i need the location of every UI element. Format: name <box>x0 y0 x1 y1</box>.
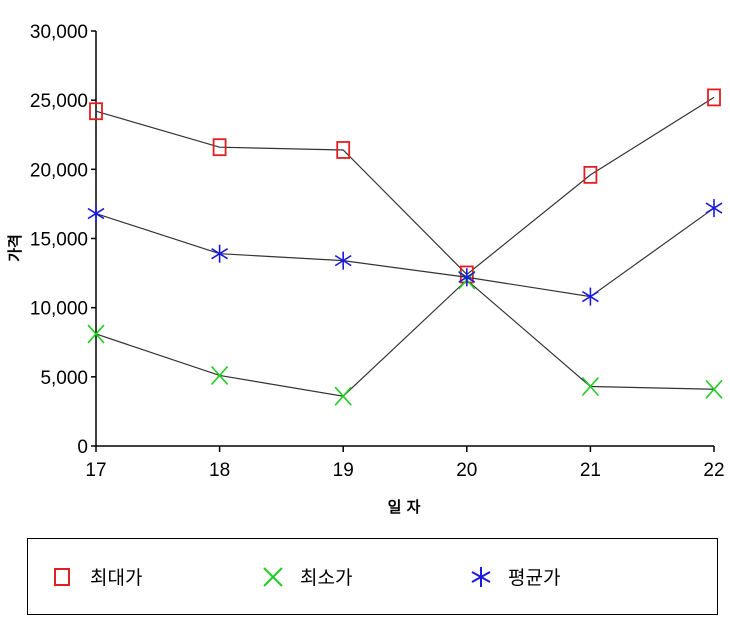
x-point <box>705 379 723 399</box>
asterisk-point <box>458 268 476 287</box>
x-tick-label: 20 <box>456 460 477 481</box>
x-tick-label: 22 <box>703 460 724 481</box>
series-2 <box>87 199 723 306</box>
series-line <box>95 279 715 397</box>
y-tick-label: 5,000 <box>40 368 88 389</box>
legend-label-min: 최소가 <box>300 567 353 589</box>
square-point <box>583 165 598 184</box>
series-1 <box>87 270 723 406</box>
square-point <box>212 138 227 157</box>
y-tick-label: 0 <box>77 437 88 458</box>
x-tick-label: 19 <box>333 460 354 481</box>
asterisk-marker-icon <box>471 566 491 587</box>
x-point <box>581 376 599 397</box>
x-point <box>334 386 352 406</box>
legend: 최대가 최소가 평균가 <box>27 538 718 615</box>
legend-item-min: 최소가 <box>260 539 352 614</box>
x-point <box>211 365 229 385</box>
series-line <box>95 207 715 298</box>
x-tick-label: 21 <box>580 460 601 481</box>
y-axis-title: 가격 <box>6 234 24 262</box>
y-axis: 0 5,000 10,000 15,000 20,000 25,000 30,000 <box>30 22 97 458</box>
series-0 <box>89 88 721 284</box>
legend-item-avg: 평균가 <box>468 539 560 614</box>
x-point <box>87 324 105 344</box>
square-point <box>707 88 721 107</box>
y-tick-label: 30,000 <box>30 22 88 43</box>
y-tick-label: 25,000 <box>30 91 88 112</box>
asterisk-point <box>581 287 599 306</box>
asterisk-point <box>334 251 352 270</box>
asterisk-point <box>211 244 229 263</box>
series-line <box>95 96 715 276</box>
y-tick-label: 15,000 <box>30 230 88 251</box>
legend-item-max: 최대가 <box>50 539 142 614</box>
x-marker-icon <box>263 566 283 587</box>
series-layer <box>87 88 723 406</box>
asterisk-point <box>705 199 723 218</box>
y-tick-label: 10,000 <box>30 299 88 320</box>
x-tick-label: 17 <box>85 460 106 481</box>
square-point <box>89 102 103 121</box>
x-axis: 17 18 19 20 21 22 <box>85 445 725 481</box>
asterisk-point <box>87 204 105 223</box>
legend-label-avg: 평균가 <box>508 567 561 589</box>
x-tick-label: 18 <box>209 460 230 481</box>
square-point <box>336 141 351 159</box>
legend-label-max: 최대가 <box>90 567 143 589</box>
y-tick-label: 20,000 <box>30 160 88 181</box>
square-marker-icon <box>54 567 70 586</box>
x-axis-title: 일 자 <box>388 498 421 516</box>
